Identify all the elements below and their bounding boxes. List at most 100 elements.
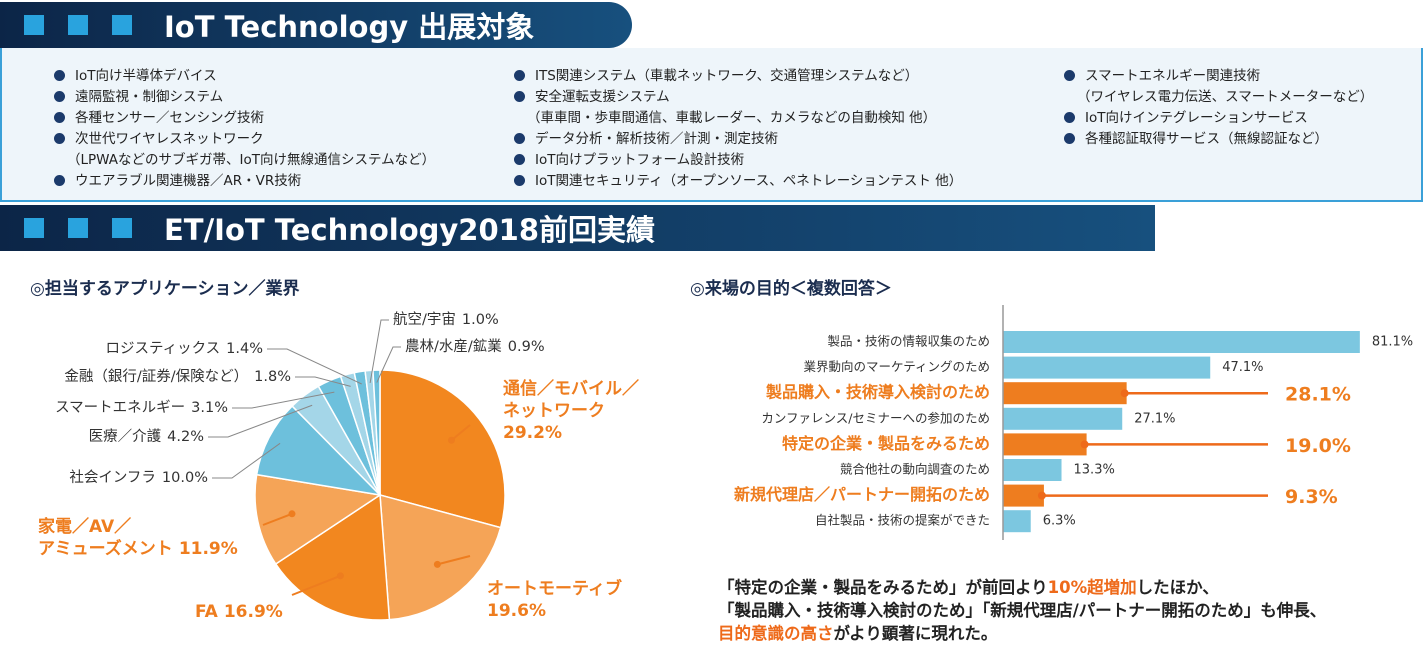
bar-value-label: 19.0% [1285, 435, 1351, 457]
exhibit-item: 安全運転支援システム [514, 87, 962, 108]
pie-label: スマートエネルギー 3.1% [55, 398, 228, 418]
pie-label: ロジスティックス 1.4% [105, 339, 263, 359]
exhibit-box: IoT向け半導体デバイス 遠隔監視・制御システム 各種センサー／センシング技術 次世代… [0, 48, 1423, 202]
pie-label: オートモーティブ 19.6% [487, 578, 622, 622]
pie-label: 農林/水産/鉱業 0.9% [405, 337, 545, 357]
pie-label-value: 3.1% [191, 400, 228, 416]
bar-value-label: 13.3% [1074, 463, 1115, 478]
exhibit-item: 次世代ワイヤレスネットワーク [54, 129, 435, 150]
exhibit-item: 各種認証取得サービス（無線認証など） [1064, 129, 1373, 150]
pie-label: 航空/宇宙 1.0% [393, 310, 499, 330]
pie-label-category: FA [195, 602, 218, 622]
note-line: 目的意識の高さがより顕著に現れた。 [718, 622, 1326, 645]
pie-label: 社会インフラ 10.0% [69, 468, 208, 488]
pie-label: 家電／AV／ アミューズメント 11.9% [38, 516, 238, 560]
pie-label-value: 1.0% [461, 312, 499, 328]
leader-line [232, 391, 335, 409]
bar-category: 製品購入・技術導入検討のため [765, 383, 990, 402]
exhibit-item: データ分析・解析技術／計測・測定技術 [514, 129, 962, 150]
pie-label-category: 航空/宇宙 [393, 312, 456, 328]
bar-value-label: 28.1% [1285, 384, 1351, 406]
exhibit-item: IoT向けインテグレーションサービス [1064, 108, 1373, 129]
chart-title: ◎担当するアプリケーション／業界 [30, 278, 300, 299]
pie-label-value: 16.9% [223, 602, 283, 622]
section-title: ET/IoT Technology2018前回実績 [164, 213, 656, 247]
section-title: IoT Technology 出展対象 [164, 10, 535, 44]
exhibit-item: IoT関連セキュリティ（オープンソース、ペネトレーションテスト 他） [514, 171, 962, 192]
note-text: 「製品購入・技術導入検討のため」「新規代理店/パートナー開拓のため」も伸長、 [718, 601, 1327, 620]
bar-category: 新規代理店／パートナー開拓のため [734, 485, 990, 504]
pie-label-value: 19.6% [487, 601, 546, 621]
pie-label-category: ロジスティックス [105, 341, 221, 357]
leader-dot [447, 436, 455, 444]
exhibit-item: スマートエネルギー関連技術 [1064, 66, 1373, 87]
pie-slice [379, 493, 502, 621]
bar-category: 業界動向のマーケティングのため [803, 359, 990, 374]
exhibit-item: 各種センサー／センシング技術 [54, 108, 435, 129]
leader-dot [1037, 491, 1046, 500]
pie-label-value: 11.9% [178, 539, 238, 559]
exhibit-item-detail: （LPWAなどのサブギガ帯、IoT向け無線通信システムなど） [67, 152, 436, 168]
pie-label-value: 29.2% [503, 423, 562, 443]
leader-line [267, 348, 362, 385]
bar [1003, 331, 1360, 353]
leader-line [291, 574, 341, 596]
note-line: 「特定の企業・製品をみるため」が前回より10%超増加したほか、 [718, 576, 1326, 599]
chart-title: ◎来場の目的＜複数回答＞ [690, 278, 892, 299]
note-text: 「特定の企業・製品をみるため」が前回より [718, 578, 1048, 597]
exhibit-item: ITS関連システム（車載ネットワーク、交通管理システムなど） [514, 66, 962, 87]
bar-category: 製品・技術の情報収集のため [827, 334, 990, 349]
pie-label: 通信／モバイル／ ネットワーク 29.2% [503, 378, 639, 444]
section-header: ET/IoT Technology2018前回実績 [0, 205, 1155, 251]
leader-dot [336, 572, 344, 580]
leader-line [208, 404, 313, 438]
bar-category: 競合他社の動向調査のため [840, 462, 990, 477]
pie-label-value: 1.4% [226, 341, 263, 357]
bar [1003, 407, 1123, 430]
pie-slice [379, 369, 506, 529]
bar-value-label: 27.1% [1134, 411, 1175, 426]
pie-label-category: 家電／AV／ アミューズメント [38, 517, 173, 559]
note-highlight: 10%超増加 [1047, 578, 1137, 597]
leader-dot [1080, 440, 1089, 449]
pie-slice [372, 369, 381, 496]
pie-label-value: 1.8% [254, 369, 291, 385]
pie-label-category: 社会インフラ [69, 470, 156, 486]
exhibit-column: ITS関連システム（車載ネットワーク、交通管理システムなど） 安全運転支援システム… [514, 66, 962, 192]
leader-dot [1120, 389, 1129, 398]
pie-label-category: 通信／モバイル／ ネットワーク [503, 379, 639, 421]
pie-label-category: 金融（銀行/証券/保険など） [64, 369, 249, 385]
bar-category: 自社製品・技術の提案ができた [815, 513, 990, 528]
leader-line [437, 555, 471, 566]
leader-line [450, 424, 471, 442]
bar-value-label: 81.1% [1372, 335, 1413, 350]
bar-value-label: 47.1% [1222, 360, 1263, 375]
leader-dot [288, 510, 296, 518]
summary-note: 「特定の企業・製品をみるため」が前回より10%超増加したほか、「製品購入・技術導… [718, 576, 1326, 645]
bar [1003, 510, 1031, 533]
section-header: IoT Technology 出展対象 [0, 2, 632, 48]
leader-dot [433, 560, 441, 568]
exhibit-item-detail: （ワイヤレス電力伝送、スマートメーターなど） [1077, 89, 1374, 105]
exhibit-item: ウエアラブル関連機器／AR・VR技術 [54, 171, 435, 192]
note-text: がより顕著に現れた。 [833, 624, 998, 643]
bar [1003, 382, 1127, 405]
pie-label-category: オートモーティブ [487, 579, 622, 599]
exhibit-column: スマートエネルギー関連技術 （ワイヤレス電力伝送、スマートメーターなど） IoT向け… [1064, 66, 1373, 150]
pie-slice [274, 493, 391, 621]
pie-label-category: 農林/水産/鉱業 [405, 339, 502, 355]
leader-line [295, 376, 351, 387]
leader-line [212, 442, 281, 479]
exhibit-item: 遠隔監視・制御システム [54, 87, 435, 108]
pie-label-value: 0.9% [507, 339, 545, 355]
bar [1003, 459, 1062, 481]
pie-label-value: 4.2% [167, 429, 204, 445]
bar [1003, 433, 1087, 456]
leader-line [369, 319, 389, 384]
exhibit-item: IoT向けプラットフォーム設計技術 [514, 150, 962, 171]
bar-category: カンファレンス/セミナーへの参加のため [761, 410, 990, 425]
bar-category: 特定の企業・製品をみるため [782, 434, 990, 453]
note-highlight: 目的意識の高さ [718, 624, 834, 643]
